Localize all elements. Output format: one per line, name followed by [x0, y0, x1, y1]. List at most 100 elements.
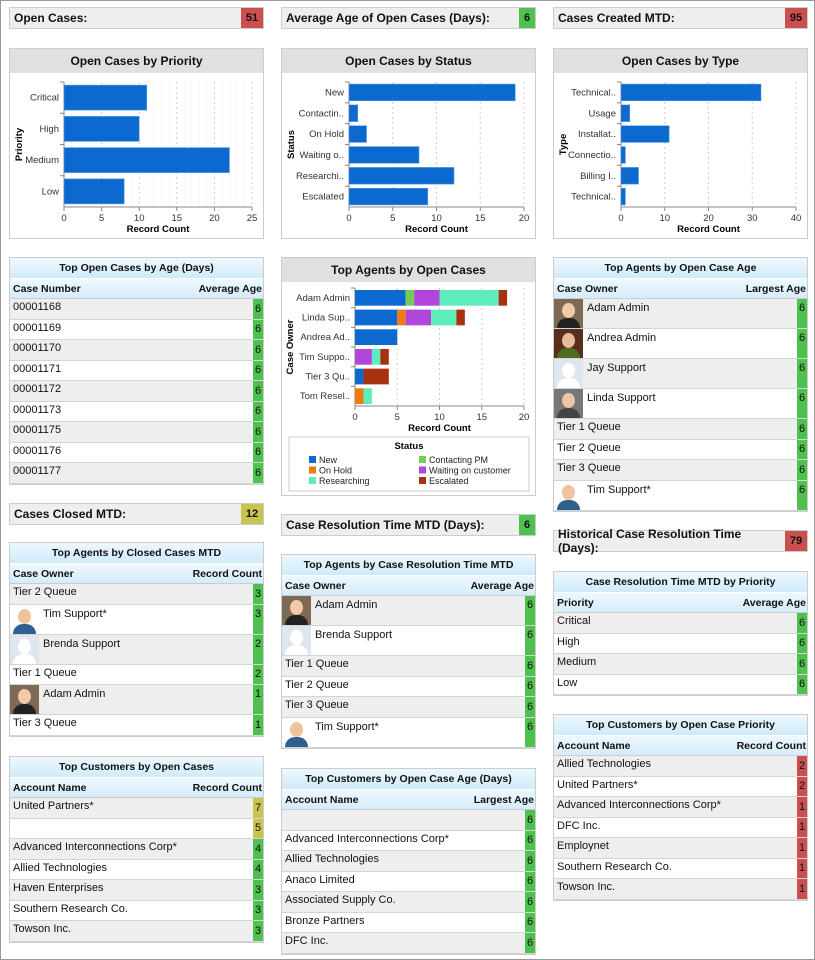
row-name[interactable]: United Partners*: [557, 778, 638, 791]
table-row[interactable]: Adam Admin 6: [554, 299, 807, 329]
row-name[interactable]: Adam Admin: [315, 599, 378, 611]
table-row[interactable]: 00001168 6: [10, 299, 263, 320]
row-name[interactable]: Advanced Interconnections Corp*: [557, 799, 721, 812]
row-name[interactable]: Tim Support*: [315, 720, 379, 733]
table-row[interactable]: 00001171 6: [10, 360, 263, 381]
table-row[interactable]: Allied Technologies 2: [554, 756, 807, 777]
row-name[interactable]: Advanced Interconnections Corp*: [13, 841, 177, 854]
row-name[interactable]: DFC Inc.: [285, 935, 329, 948]
bar-segment[interactable]: [355, 289, 406, 306]
row-name[interactable]: Tier 2 Queue: [13, 586, 77, 599]
table-row[interactable]: Tier 1 Queue 6: [282, 656, 535, 677]
table-row[interactable]: Tier 2 Queue 3: [10, 584, 263, 605]
row-name[interactable]: Tim Support*: [43, 607, 107, 620]
column-header[interactable]: Case Owner: [285, 579, 346, 592]
table-row[interactable]: Tier 2 Queue 6: [554, 439, 807, 460]
column-header[interactable]: Average Age: [742, 596, 806, 609]
bar-segment[interactable]: [405, 309, 432, 326]
row-name[interactable]: Towson Inc.: [557, 881, 616, 894]
row-name[interactable]: Towson Inc.: [13, 923, 72, 936]
table-row[interactable]: Tim Support* 6: [554, 480, 807, 511]
row-name[interactable]: 00001169: [13, 321, 62, 334]
chart-open-cases-by-priority[interactable]: Open Cases by Priority 0 5 10 15 20 25 Critical…: [9, 48, 264, 239]
table-row[interactable]: Low 6: [554, 674, 807, 695]
bar[interactable]: [620, 167, 639, 185]
row-name[interactable]: Tier 3 Queue: [557, 462, 621, 475]
table-row[interactable]: 00001169 6: [10, 319, 263, 340]
bar[interactable]: [348, 146, 420, 164]
row-name[interactable]: Southern Research Co.: [557, 860, 672, 873]
table-row[interactable]: Adam Admin 6: [282, 596, 535, 626]
bar[interactable]: [620, 104, 631, 122]
table-row[interactable]: Tier 1 Queue 6: [554, 419, 807, 440]
row-name[interactable]: 00001172: [13, 383, 62, 396]
row-name[interactable]: 00001175: [13, 424, 62, 437]
row-name[interactable]: Tier 1 Queue: [285, 658, 349, 671]
table-row[interactable]: Tim Support* 6: [282, 717, 535, 748]
row-name[interactable]: Tier 2 Queue: [557, 441, 621, 454]
row-name[interactable]: Haven Enterprises: [13, 882, 104, 895]
column-header[interactable]: Priority: [557, 596, 594, 609]
table-row[interactable]: Tier 1 Queue 2: [10, 664, 263, 685]
table-row[interactable]: Employnet 1: [554, 838, 807, 859]
row-name[interactable]: Associated Supply Co.: [285, 894, 396, 907]
column-header[interactable]: Largest Age: [745, 282, 806, 295]
table-row[interactable]: Haven Enterprises 3: [10, 880, 263, 901]
bar[interactable]: [620, 146, 626, 164]
row-name[interactable]: Bronze Partners: [285, 914, 365, 927]
bar-segment[interactable]: [355, 348, 372, 365]
row-name[interactable]: Brenda Support: [43, 637, 121, 650]
bar-segment[interactable]: [439, 289, 499, 306]
bar[interactable]: [63, 84, 148, 111]
bar-segment[interactable]: [371, 348, 381, 365]
row-name[interactable]: 00001168: [13, 301, 62, 314]
table-row[interactable]: High 6: [554, 633, 807, 654]
row-name[interactable]: 00001177: [13, 465, 62, 478]
table-row[interactable]: Tier 3 Queue 6: [282, 697, 535, 718]
row-name[interactable]: 00001173: [13, 403, 62, 416]
table-row[interactable]: 6: [282, 810, 535, 831]
table-row[interactable]: Associated Supply Co. 6: [282, 892, 535, 913]
bar-segment[interactable]: [405, 289, 415, 306]
row-name[interactable]: Tier 3 Queue: [285, 699, 349, 712]
table-row[interactable]: Allied Technologies 6: [282, 851, 535, 872]
bar[interactable]: [63, 178, 125, 205]
bar-segment[interactable]: [431, 309, 457, 326]
row-name[interactable]: Low: [557, 676, 578, 689]
table-row[interactable]: United Partners* 7: [10, 798, 263, 819]
table-row[interactable]: Towson Inc. 1: [554, 879, 807, 900]
column-header[interactable]: Account Name: [285, 793, 359, 806]
table-row[interactable]: Allied Technologies 4: [10, 859, 263, 880]
table-row[interactable]: Towson Inc. 3: [10, 921, 263, 942]
column-header[interactable]: Average Age: [198, 282, 262, 295]
table-row[interactable]: DFC Inc. 6: [282, 933, 535, 954]
row-name[interactable]: High: [557, 635, 580, 648]
bar[interactable]: [63, 147, 230, 173]
row-name[interactable]: Allied Technologies: [13, 861, 107, 874]
row-name[interactable]: Critical: [557, 615, 591, 628]
row-name[interactable]: 00001176: [13, 444, 62, 457]
table-row[interactable]: Brenda Support 6: [282, 626, 535, 656]
column-header[interactable]: Record Count: [192, 567, 262, 580]
row-name[interactable]: Brenda Support: [315, 629, 393, 641]
column-header[interactable]: Largest Age: [473, 793, 534, 806]
chart-top-agents-by-open-cases[interactable]: Top Agents by Open Cases 0 5 10 15 20 Adam Adm…: [281, 257, 536, 496]
column-header[interactable]: Case Owner: [13, 567, 74, 580]
bar[interactable]: [348, 167, 455, 185]
table-row[interactable]: Andrea Admin 6: [554, 329, 807, 359]
row-name[interactable]: Adam Admin: [587, 302, 650, 314]
row-name[interactable]: Andrea Admin: [587, 332, 657, 344]
bar[interactable]: [620, 187, 626, 206]
bar[interactable]: [620, 83, 762, 102]
bar-segment[interactable]: [414, 289, 440, 306]
bar[interactable]: [63, 116, 140, 142]
row-name[interactable]: Tier 1 Queue: [557, 421, 621, 434]
row-name[interactable]: Tier 2 Queue: [285, 678, 349, 691]
table-row[interactable]: Advanced Interconnections Corp* 4: [10, 839, 263, 860]
column-header[interactable]: Case Owner: [557, 282, 618, 295]
table-row[interactable]: 00001175 6: [10, 422, 263, 443]
bar-segment[interactable]: [397, 309, 406, 326]
table-row[interactable]: Tier 3 Queue 6: [554, 460, 807, 481]
table-row[interactable]: Tim Support* 3: [10, 604, 263, 635]
bar-segment[interactable]: [355, 329, 398, 346]
